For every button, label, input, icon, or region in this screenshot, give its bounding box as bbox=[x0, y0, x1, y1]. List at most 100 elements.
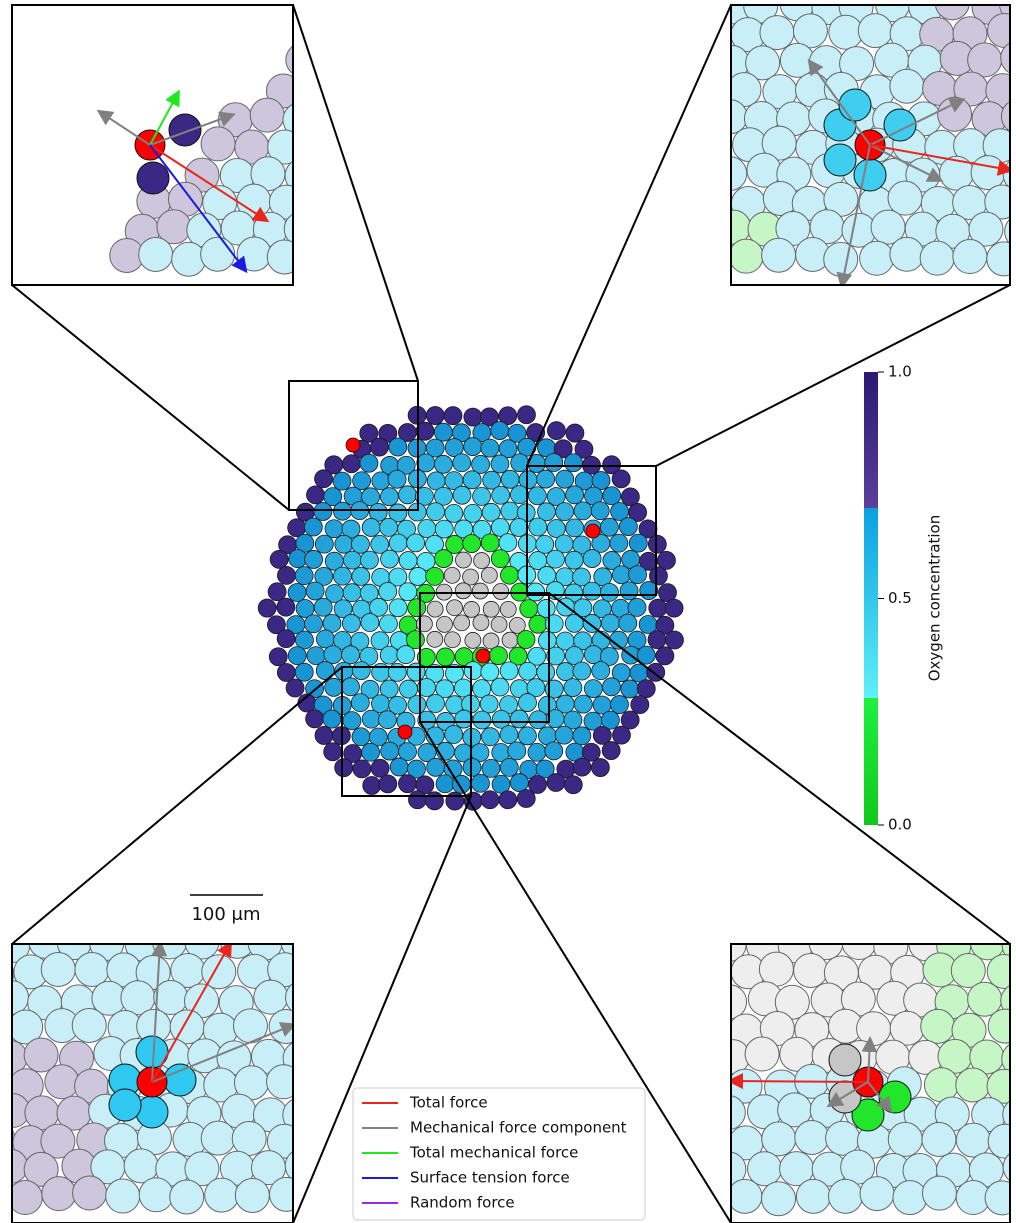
figure: 0.00.51.0 Oxygen concentration 100 μm To… bbox=[0, 0, 1016, 1223]
cell bbox=[379, 775, 397, 793]
cell bbox=[427, 503, 445, 521]
cell bbox=[573, 758, 591, 776]
cell bbox=[335, 535, 353, 553]
cell bbox=[471, 774, 489, 792]
cell bbox=[988, 1124, 1016, 1158]
cell bbox=[343, 712, 361, 730]
force-arrow bbox=[731, 1081, 868, 1082]
legend-label: Surface tension force bbox=[410, 1169, 570, 1187]
cell bbox=[463, 471, 481, 489]
cell bbox=[300, 129, 334, 163]
cell bbox=[893, 1181, 927, 1215]
cell bbox=[306, 582, 324, 600]
cell bbox=[436, 616, 452, 632]
cell bbox=[254, 980, 288, 1014]
cell bbox=[324, 646, 342, 664]
cell bbox=[418, 520, 436, 538]
cell bbox=[201, 1121, 235, 1155]
cell bbox=[335, 759, 353, 777]
connector bbox=[293, 5, 418, 381]
cell bbox=[399, 486, 417, 504]
cell bbox=[343, 584, 361, 602]
cell bbox=[827, 898, 861, 932]
cell bbox=[501, 502, 519, 520]
cell bbox=[399, 552, 417, 570]
cell bbox=[519, 662, 537, 680]
cell bbox=[426, 567, 444, 585]
cell bbox=[444, 632, 460, 648]
cell bbox=[699, 900, 733, 934]
cell bbox=[139, 1178, 173, 1212]
cell bbox=[956, 1123, 990, 1157]
cell bbox=[436, 648, 454, 666]
cell bbox=[695, 1013, 729, 1047]
cell bbox=[232, 1121, 266, 1155]
cell bbox=[277, 566, 295, 584]
cell bbox=[621, 680, 639, 698]
cell bbox=[315, 535, 333, 553]
cell bbox=[695, 958, 729, 992]
cell bbox=[380, 488, 398, 506]
cell bbox=[564, 454, 582, 472]
cell bbox=[566, 424, 584, 442]
cell bbox=[491, 455, 509, 473]
cell bbox=[631, 696, 649, 714]
cell bbox=[352, 567, 370, 585]
cell bbox=[379, 615, 397, 633]
cell bbox=[860, 241, 894, 275]
cell bbox=[314, 502, 332, 520]
cell bbox=[427, 631, 443, 647]
cell bbox=[446, 792, 464, 810]
cell bbox=[556, 470, 574, 488]
cell bbox=[72, 1008, 106, 1042]
cell bbox=[399, 583, 417, 601]
neighbor-cell bbox=[824, 144, 856, 176]
cell bbox=[267, 240, 301, 274]
cell bbox=[925, 898, 959, 932]
cell bbox=[860, 1177, 894, 1211]
cell bbox=[557, 663, 575, 681]
cell bbox=[679, 926, 713, 960]
cell bbox=[75, 953, 109, 987]
colorbar-tick-label: 0.5 bbox=[888, 589, 912, 607]
cell bbox=[465, 632, 481, 648]
cell bbox=[600, 583, 618, 601]
cell bbox=[481, 534, 499, 552]
cell bbox=[453, 486, 471, 504]
cell bbox=[343, 551, 361, 569]
cell bbox=[445, 726, 463, 744]
cell bbox=[501, 470, 519, 488]
colorbar bbox=[864, 372, 878, 825]
cell bbox=[269, 648, 287, 666]
cell bbox=[713, 157, 747, 191]
cell bbox=[464, 504, 482, 522]
cell bbox=[491, 678, 509, 696]
cell bbox=[482, 759, 500, 777]
cell bbox=[665, 631, 683, 649]
cell bbox=[362, 710, 380, 728]
cell bbox=[620, 582, 638, 600]
cell bbox=[370, 438, 388, 456]
cell bbox=[45, 1065, 79, 1099]
cell bbox=[286, 679, 304, 697]
cell bbox=[10, 898, 44, 932]
neighbor-cell bbox=[854, 159, 886, 191]
cell bbox=[748, 1152, 782, 1186]
cell bbox=[491, 616, 507, 632]
cell bbox=[602, 742, 620, 760]
cell bbox=[299, 957, 333, 991]
cell bbox=[172, 242, 206, 276]
cell bbox=[301, 1069, 335, 1103]
cell bbox=[295, 663, 313, 681]
cell bbox=[416, 616, 432, 632]
cell bbox=[796, 1179, 830, 1213]
cell bbox=[436, 775, 454, 793]
cell bbox=[472, 583, 488, 599]
cell bbox=[574, 695, 592, 713]
cell bbox=[297, 240, 331, 274]
cell bbox=[362, 743, 380, 761]
neighbor-cell bbox=[839, 89, 871, 121]
cell bbox=[341, 646, 359, 664]
cell bbox=[453, 454, 471, 472]
cell bbox=[301, 1009, 335, 1043]
